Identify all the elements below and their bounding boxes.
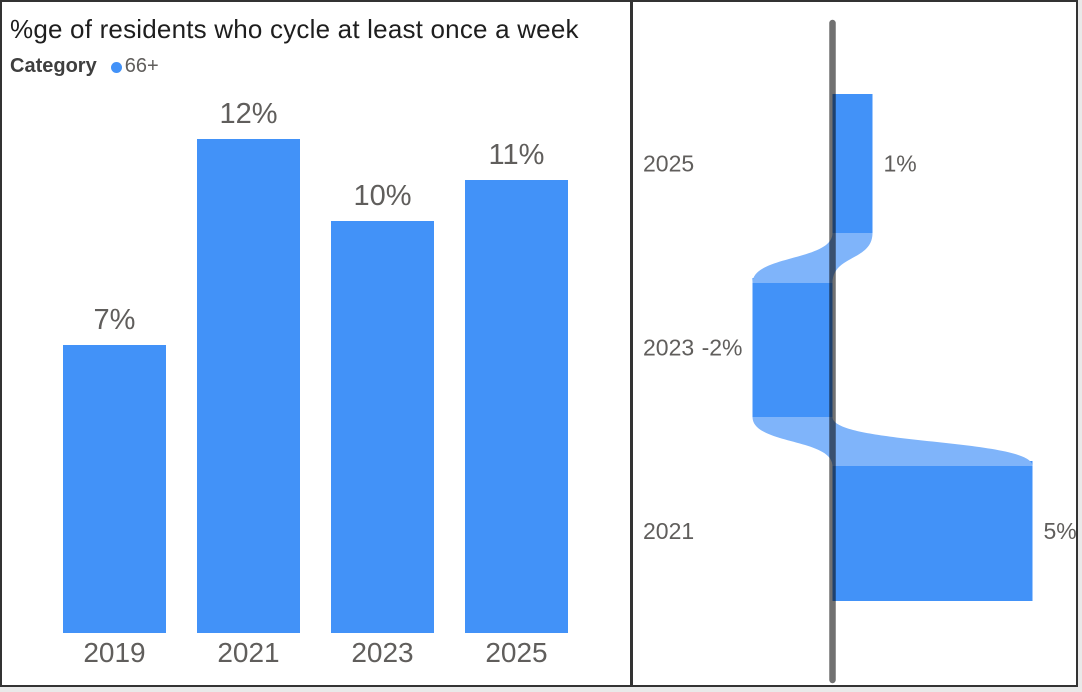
flow-ribbon-1 — [752, 417, 1033, 466]
legend-field-label: Category — [10, 55, 97, 77]
x-axis-label-2019: 2019 — [83, 637, 146, 668]
flow-chart-svg: 2025 1% 2023 -2% 2021 5% — [643, 19, 1077, 684]
bar-value-label-2023: 10% — [353, 180, 412, 212]
bar-chart-panel: %ge of residents who cycle at least once… — [2, 2, 1076, 685]
legend-dot-icon — [110, 62, 122, 73]
flow-bar-2021[interactable] — [832, 461, 1033, 601]
bar-value-label-2021: 12% — [219, 98, 278, 130]
flow-bar-2023[interactable] — [752, 278, 833, 417]
x-axis-label-2025: 2025 — [485, 637, 548, 668]
bar-2023[interactable] — [331, 221, 434, 633]
bar-value-label-2019: 7% — [93, 304, 136, 336]
x-axis-label-2023: 2023 — [351, 637, 414, 668]
flow-year-label-2025: 2025 — [643, 151, 694, 177]
chart-title: %ge of residents who cycle at least once… — [10, 14, 579, 44]
bar-value-label-2025: 11% — [488, 139, 545, 171]
legend: Category 66+ — [10, 55, 159, 78]
flow-year-label-2021: 2021 — [643, 518, 694, 544]
flow-year-label-2023: 2023 — [643, 335, 694, 361]
flow-value-label-2025: 1% — [884, 151, 917, 177]
bar-2019[interactable] — [63, 345, 166, 633]
bar-2025[interactable] — [465, 180, 568, 633]
bar-2021[interactable] — [197, 139, 300, 633]
flow-value-label-2023: -2% — [702, 335, 743, 361]
x-axis-label-2021: 2021 — [217, 637, 280, 668]
panel-divider — [630, 2, 633, 685]
flow-bar-2025[interactable] — [832, 94, 873, 233]
legend-item-66plus[interactable]: 66+ — [124, 55, 159, 77]
flow-value-label-2021: 5% — [1044, 518, 1077, 544]
flow-ribbon-0 — [752, 233, 873, 283]
